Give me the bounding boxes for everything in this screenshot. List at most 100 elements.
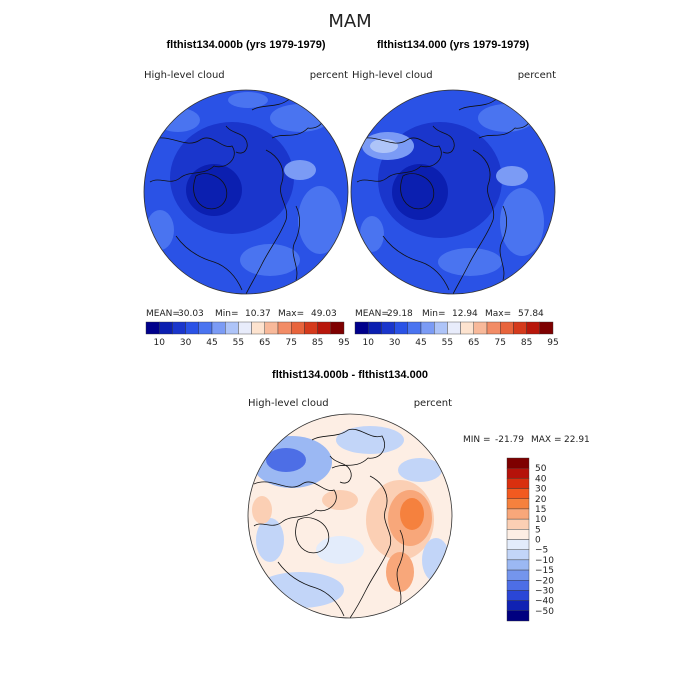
- colorbar-tick-label: 55: [442, 338, 453, 348]
- left-colorbar-ticks: 10 30 45 55 65 75 85 95: [153, 338, 349, 348]
- colorbar-swatch: [238, 321, 252, 335]
- colorbar-swatch: [407, 321, 422, 335]
- left-map-field: [144, 90, 348, 294]
- right-units-label: percent: [518, 70, 556, 81]
- colorbar-swatch: [185, 321, 200, 335]
- right-stats: MEAN= 29.18 Min= 12.94 Max= 57.84: [355, 309, 544, 319]
- colorbar-swatch: [506, 580, 530, 591]
- colorbar-swatch: [145, 321, 160, 335]
- diff-max-label: MAX =: [531, 435, 562, 445]
- colorbar-tick-label: −10: [535, 556, 554, 566]
- colorbar-tick-label: −30: [535, 586, 554, 596]
- colorbar-swatch: [330, 321, 345, 335]
- colorbar-swatch: [277, 321, 292, 335]
- colorbar-swatch: [506, 610, 530, 622]
- season-title: MAM: [328, 11, 371, 32]
- left-mean-label: MEAN=: [146, 309, 180, 319]
- colorbar-swatch: [539, 321, 554, 335]
- colorbar-tick-label: 65: [468, 338, 479, 348]
- colorbar-swatch: [354, 321, 369, 335]
- colorbar-swatch: [317, 321, 332, 335]
- left-panel-title: flthist134.000b (yrs 1979-1979): [167, 39, 326, 51]
- diff-field-label: High-level cloud: [248, 398, 329, 409]
- colorbar-tick-label: 85: [521, 338, 532, 348]
- right-min-label: Min=: [422, 309, 446, 319]
- diff-title: flthist134.000b - flthist134.000: [272, 369, 428, 381]
- colorbar-swatch: [172, 321, 186, 335]
- colorbar-swatch: [251, 321, 266, 335]
- colorbar-tick-label: 0: [535, 536, 541, 546]
- diff-max-value: 22.91: [564, 435, 590, 445]
- colorbar-swatch: [394, 321, 409, 335]
- colorbar-swatch: [460, 321, 475, 335]
- left-max-value: 49.03: [311, 309, 337, 319]
- colorbar-swatch: [434, 321, 448, 335]
- colorbar-tick-label: −5: [535, 546, 548, 556]
- diff-min-label: MIN =: [463, 435, 491, 445]
- colorbar-tick-label: 5: [535, 525, 541, 535]
- colorbar-swatch: [526, 321, 540, 335]
- colorbar-tick-label: 10: [535, 515, 547, 525]
- left-field-label: High-level cloud: [144, 70, 225, 81]
- colorbar-swatch: [506, 590, 530, 601]
- diff-colorbar: [506, 457, 530, 622]
- colorbar-tick-label: 30: [389, 338, 401, 348]
- diff-coastlines: [253, 428, 404, 618]
- colorbar-swatch: [211, 321, 226, 335]
- colorbar-swatch: [506, 539, 530, 550]
- colorbar-swatch: [506, 478, 530, 489]
- colorbar-swatch: [291, 321, 305, 335]
- colorbar-swatch: [506, 467, 530, 479]
- colorbar-swatch: [420, 321, 435, 335]
- colorbar-swatch: [506, 529, 530, 540]
- colorbar-tick-label: 95: [547, 338, 558, 348]
- colorbar-swatch: [224, 321, 239, 335]
- left-min-label: Min=: [215, 309, 239, 319]
- colorbar-swatch: [381, 321, 395, 335]
- left-units-label: percent: [310, 70, 348, 81]
- colorbar-tick-label: 40: [535, 474, 547, 484]
- right-colorbar-ticks: 10 30 45 55 65 75 85 95: [362, 338, 558, 348]
- left-colorbar: [145, 321, 345, 335]
- right-mean-value: 29.18: [387, 309, 413, 319]
- right-max-value: 57.84: [518, 309, 544, 319]
- left-stats: MEAN= 30.03 Min= 10.37 Max= 49.03: [146, 309, 337, 319]
- colorbar-swatch: [473, 321, 488, 335]
- left-min-value: 10.37: [245, 309, 271, 319]
- right-mean-label: MEAN=: [355, 309, 389, 319]
- left-max-label: Max=: [278, 309, 304, 319]
- right-map-field: [351, 90, 555, 294]
- colorbar-swatch: [513, 321, 527, 335]
- colorbar-tick-label: 75: [494, 338, 505, 348]
- colorbar-swatch: [506, 600, 530, 612]
- right-colorbar: [354, 321, 554, 335]
- right-max-label: Max=: [485, 309, 511, 319]
- colorbar-swatch: [506, 518, 530, 530]
- colorbar-swatch: [158, 321, 173, 335]
- colorbar-swatch: [506, 569, 530, 581]
- colorbar-tick-label: 10: [153, 338, 165, 348]
- colorbar-tick-label: 30: [180, 338, 192, 348]
- colorbar-tick-label: 75: [285, 338, 296, 348]
- right-min-value: 12.94: [452, 309, 478, 319]
- left-polar-map: [143, 89, 349, 295]
- colorbar-swatch: [506, 549, 530, 561]
- colorbar-tick-label: 95: [338, 338, 349, 348]
- colorbar-tick-label: 65: [259, 338, 270, 348]
- colorbar-tick-label: −40: [535, 597, 554, 607]
- colorbar-swatch: [500, 321, 514, 335]
- colorbar-tick-label: 50: [535, 464, 547, 474]
- colorbar-swatch: [506, 508, 530, 520]
- colorbar-tick-label: 45: [415, 338, 426, 348]
- colorbar-swatch: [368, 321, 382, 335]
- colorbar-swatch: [264, 321, 279, 335]
- colorbar-tick-label: 85: [312, 338, 323, 348]
- colorbar-swatch: [198, 321, 213, 335]
- diff-minmax: MIN = -21.79 MAX = 22.91: [463, 435, 590, 445]
- colorbar-tick-label: 55: [233, 338, 244, 348]
- right-field-label: High-level cloud: [352, 70, 433, 81]
- colorbar-tick-label: −20: [535, 576, 554, 586]
- colorbar-tick-label: 30: [535, 485, 547, 495]
